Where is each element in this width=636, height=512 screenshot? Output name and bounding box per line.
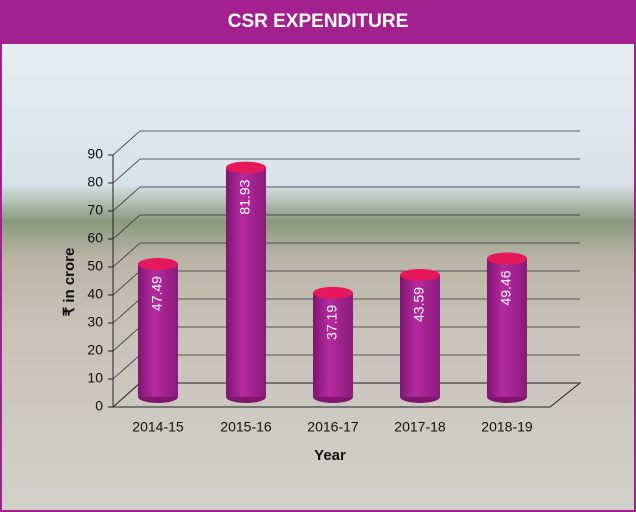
value-label: 49.46 <box>498 270 514 305</box>
y-tick-label: 20 <box>87 342 103 358</box>
grid-line <box>112 186 580 212</box>
bar-top <box>487 252 527 265</box>
bar <box>313 292 353 397</box>
bar <box>226 167 266 397</box>
grid-line <box>112 214 580 240</box>
y-axis-title: ₹ in crore <box>61 248 78 317</box>
bar-top <box>138 258 178 271</box>
value-label: 81.93 <box>237 179 253 214</box>
x-tick-label: 2016-17 <box>307 419 359 435</box>
bar-top <box>313 286 353 299</box>
grid-line <box>112 130 580 156</box>
y-tick-label: 40 <box>87 286 103 302</box>
x-tick-label: 2017-18 <box>394 419 446 435</box>
bar-top <box>400 268 440 281</box>
y-tick-label: 70 <box>87 202 103 218</box>
x-tick-label: 2018-19 <box>481 419 533 435</box>
bar <box>487 258 527 397</box>
y-tick-label: 0 <box>95 398 103 414</box>
bar <box>400 274 440 397</box>
y-tick-label: 50 <box>87 258 103 274</box>
x-axis-title: Year <box>314 447 346 464</box>
chart-title: CSR EXPENDITURE <box>228 11 409 32</box>
y-tick-label: 60 <box>87 230 103 246</box>
value-label: 47.49 <box>149 276 165 311</box>
y-tick-label: 30 <box>87 314 103 330</box>
grid-line <box>112 242 580 268</box>
x-tick-label: 2014-15 <box>132 419 184 435</box>
y-tick-label: 80 <box>87 174 103 190</box>
y-tick-label: 10 <box>87 370 103 386</box>
background-photo <box>2 44 634 510</box>
value-label: 37.19 <box>324 305 340 340</box>
y-tick-label: 90 <box>87 146 103 162</box>
floor <box>111 382 582 408</box>
bar-top <box>226 161 266 174</box>
bar <box>138 264 178 397</box>
grid-line <box>112 158 580 184</box>
value-label: 43.59 <box>411 287 427 322</box>
x-tick-label: 2015-16 <box>220 419 272 435</box>
